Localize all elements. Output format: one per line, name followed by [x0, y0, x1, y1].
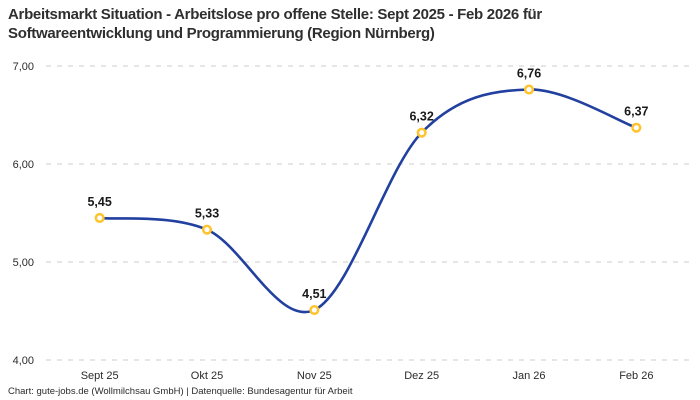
- data-point[interactable]: [631, 122, 642, 133]
- data-label: 6,76: [517, 67, 541, 81]
- data-label: 6,37: [624, 105, 648, 119]
- y-tick-label: 4,00: [13, 355, 34, 367]
- x-tick-label: Feb 26: [619, 370, 653, 382]
- series-line: [98, 88, 638, 314]
- data-point[interactable]: [416, 127, 427, 138]
- data-point[interactable]: [523, 84, 535, 95]
- data-label: 6,32: [409, 110, 433, 124]
- x-tick-label: Dez 25: [404, 370, 439, 382]
- data-label: 5,45: [87, 195, 111, 209]
- data-label: 5,33: [195, 207, 219, 221]
- y-tick-label: 7,00: [13, 61, 34, 73]
- data-label: 4,51: [302, 287, 326, 301]
- chart-title-line2: Softwareentwicklung und Programmierung (…: [8, 25, 435, 42]
- data-point[interactable]: [201, 224, 213, 235]
- data-point[interactable]: [94, 212, 105, 223]
- y-tick-label: 6,00: [13, 159, 34, 171]
- x-tick-label: Okt 25: [191, 370, 223, 382]
- x-tick-label: Sept 25: [81, 370, 119, 382]
- y-tick-label: 5,00: [13, 257, 34, 269]
- x-tick-label: Jan 26: [512, 370, 545, 382]
- chart-title-line1: Arbeitsmarkt Situation - Arbeitslose pro…: [8, 6, 542, 23]
- x-tick-label: Nov 25: [297, 370, 332, 382]
- chart-title: Arbeitsmarkt Situation - Arbeitslose pro…: [8, 5, 542, 43]
- data-point[interactable]: [309, 304, 320, 316]
- chart-footer: Chart: gute-jobs.de (Wollmilchsau GmbH) …: [8, 386, 353, 397]
